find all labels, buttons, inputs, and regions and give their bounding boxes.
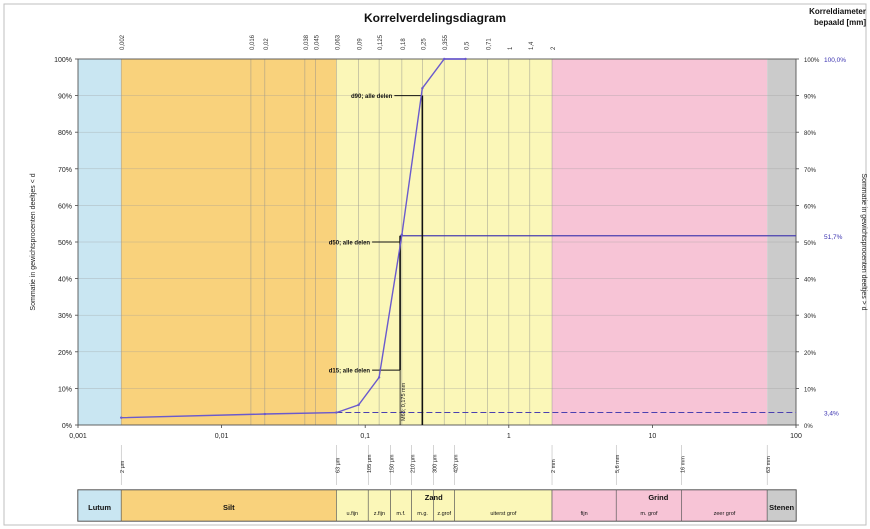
sieve-label: 0,5 — [465, 41, 471, 50]
classification-cell — [766, 489, 797, 522]
sieve-label: 0,71 — [486, 38, 492, 50]
y-tick-label-left: 40% — [58, 277, 72, 284]
x-tick-label: 0,1 — [360, 433, 370, 440]
classification-cell-label: uiterst grof — [490, 511, 516, 517]
y-tick-label-left: 100% — [54, 57, 72, 64]
sieve-label: 0,09 — [358, 38, 364, 50]
curve-point — [263, 412, 267, 416]
x-tick-label: 0,01 — [215, 433, 229, 440]
y-tick-label-left: 80% — [58, 130, 72, 137]
x-tick-label: 1 — [507, 433, 511, 440]
classification-cell — [77, 489, 122, 522]
y-tick-label-left: 10% — [58, 386, 72, 393]
bottom-scale-label: 210 μm — [410, 454, 416, 473]
y-tick-label-right: 80% — [804, 131, 817, 137]
classification-group-label: Grind — [648, 493, 668, 502]
y-tick-label-left: 20% — [58, 350, 72, 357]
sieve-label: 0,18 — [401, 38, 407, 50]
chart-title: Korrelverdelingsdiagram — [364, 11, 506, 25]
bottom-scale-label: 420 μm — [454, 454, 460, 473]
y-tick-label-right: 50% — [804, 241, 817, 247]
right-value-label: 100,0% — [824, 57, 846, 64]
y-tick-label-left: 0% — [62, 423, 72, 430]
y-tick-label-right: 40% — [804, 278, 817, 284]
bottom-scale-label: 150 μm — [389, 454, 395, 473]
sieve-label: 0,002 — [120, 34, 126, 50]
y-tick-label-left: 70% — [58, 167, 72, 174]
classification-cell-label: Silt — [223, 503, 235, 512]
bottom-scale-label: 105 μm — [367, 454, 373, 473]
classification-cell — [454, 489, 553, 522]
curve-point — [421, 87, 424, 90]
plot-frame — [77, 58, 797, 426]
classification-cell — [336, 489, 369, 522]
x-tick-label: 100 — [790, 433, 802, 440]
classification-group-label: Zand — [425, 493, 443, 502]
sieve-label: 0,02 — [264, 38, 270, 50]
curve-point — [357, 403, 360, 407]
curve-point — [120, 416, 123, 419]
bottom-scale-label: 63 mm — [766, 456, 772, 473]
sieve-label: 0,045 — [314, 34, 320, 50]
sieve-label: 0,25 — [421, 38, 427, 50]
bottom-scale-label: 16 mm — [681, 456, 687, 473]
y-tick-label-right: 20% — [804, 351, 817, 357]
y-tick-label-right: 10% — [804, 387, 817, 393]
classification-cell-label: Stenen — [769, 503, 794, 512]
classification-cell-label: z.grof — [437, 511, 451, 517]
y-tick-label-right: 70% — [804, 168, 817, 174]
bottom-scale-label: 2 mm — [551, 459, 557, 473]
sieve-label: 0,125 — [378, 34, 384, 50]
curve-point — [377, 376, 381, 379]
annotation-d15: d15; alle delen — [329, 369, 371, 375]
right-header-line: Korreldiameter — [809, 7, 866, 16]
sieve-label: 1,4 — [529, 41, 535, 50]
right-header-line: bepaald [mm] — [814, 18, 866, 27]
curve-point — [335, 411, 338, 414]
classification-cell-label: m.f. — [396, 511, 406, 517]
sieve-label: 2 — [551, 46, 557, 50]
curve-point — [400, 233, 404, 236]
y-tick-label-right: 0% — [804, 424, 813, 430]
bottom-scale-label: 5,6 mm — [615, 454, 621, 473]
right-value-label: 51,7% — [824, 234, 843, 241]
classification-cell — [681, 489, 768, 522]
classification-cell-label: Lutum — [88, 503, 111, 512]
classification-cell-label: u.fijn — [347, 511, 359, 517]
right-value-label: 3,4% — [824, 411, 839, 418]
y-tick-label-left: 50% — [58, 240, 72, 247]
sieve-label: 0,355 — [443, 34, 449, 50]
classification-cell-label: zeer grof — [714, 511, 736, 517]
classification-cell-label: m. grof — [640, 511, 658, 517]
annotation-d90: d90; alle delen — [351, 94, 393, 100]
sieve-label: 0,016 — [250, 34, 256, 50]
bottom-scale-label: 2 μm — [120, 460, 126, 473]
sieve-label: 0,038 — [304, 34, 310, 50]
classification-cell-label: m.g. — [417, 511, 428, 517]
annotation-d50: d50; alle delen — [329, 241, 371, 247]
sieve-label: 0,063 — [335, 34, 341, 50]
x-tick-label: 0,001 — [69, 433, 87, 440]
bottom-scale-label: 63 μm — [335, 457, 341, 473]
y-tick-label-left: 90% — [58, 94, 72, 101]
sieve-label: 1 — [508, 46, 514, 50]
classification-cell-label: z.fijn — [374, 511, 385, 517]
y-tick-label-right: 100% — [804, 58, 820, 64]
bottom-scale-label: 300 μm — [433, 454, 439, 473]
y-tick-label-right: 30% — [804, 314, 817, 320]
y-axis-title-right: Sommatie in gewichtsprocenten deeltjes >… — [860, 173, 867, 310]
y-tick-label-right: 90% — [804, 95, 817, 101]
classification-cell — [120, 489, 337, 522]
classification-cell-label: fijn — [581, 511, 588, 517]
y-tick-label-left: 60% — [58, 203, 72, 210]
x-tick-label: 10 — [649, 433, 657, 440]
y-tick-label-left: 30% — [58, 313, 72, 320]
y-axis-title-left: Sommatie in gewichtsprocenten deeltjes <… — [30, 173, 37, 310]
y-tick-label-right: 60% — [804, 204, 817, 210]
annotation-m63: M63; 0,175 mm — [401, 382, 407, 421]
